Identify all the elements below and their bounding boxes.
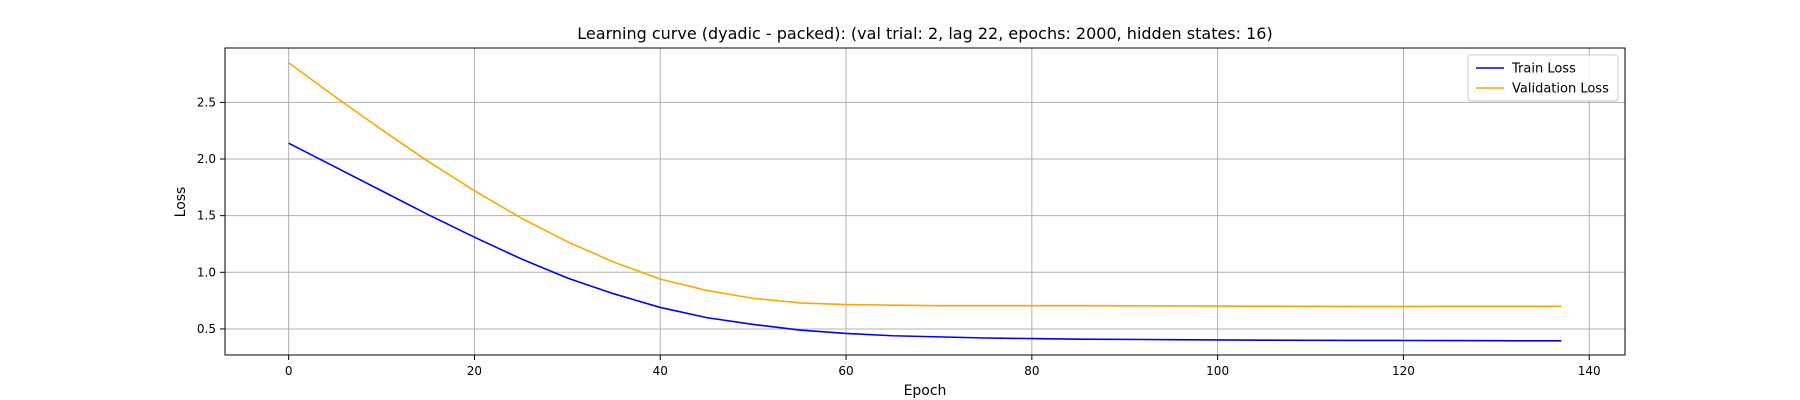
- legend-label-train-loss: Train Loss: [1511, 62, 1576, 77]
- chart-title: Learning curve (dyadic - packed): (val t…: [577, 24, 1272, 43]
- x-tick-label: 140: [1578, 364, 1601, 378]
- legend-label-validation-loss: Validation Loss: [1512, 82, 1609, 97]
- y-tick-label: 1.0: [197, 265, 216, 279]
- x-axis-label: Epoch: [904, 383, 947, 399]
- y-axis-label: Loss: [173, 187, 189, 218]
- x-tick-label: 80: [1024, 364, 1039, 378]
- axis-ticks: 0 20 40 60 80 100 120 140 0.5 1.0 1.5 2.0 2.5: [197, 95, 1601, 378]
- x-tick-label: 40: [653, 364, 668, 378]
- x-tick-label: 20: [467, 364, 482, 378]
- x-tick-label: 0: [285, 364, 293, 378]
- legend-box: [1467, 54, 1619, 102]
- series-line-train-loss: [288, 142, 1562, 342]
- y-tick-label: 0.5: [197, 322, 216, 336]
- series-line-validation-loss: [288, 62, 1562, 308]
- x-tick-label: 100: [1206, 364, 1229, 378]
- y-tick-label: 2.5: [197, 95, 216, 109]
- series-lines: [288, 62, 1562, 342]
- x-tick-label: 60: [838, 364, 853, 378]
- x-tick-label: 120: [1392, 364, 1415, 378]
- y-tick-label: 1.5: [197, 209, 216, 223]
- plot-frame: [224, 47, 1626, 356]
- y-tick-label: 2.0: [197, 152, 216, 166]
- legend: Train Loss Validation Loss: [1467, 54, 1619, 102]
